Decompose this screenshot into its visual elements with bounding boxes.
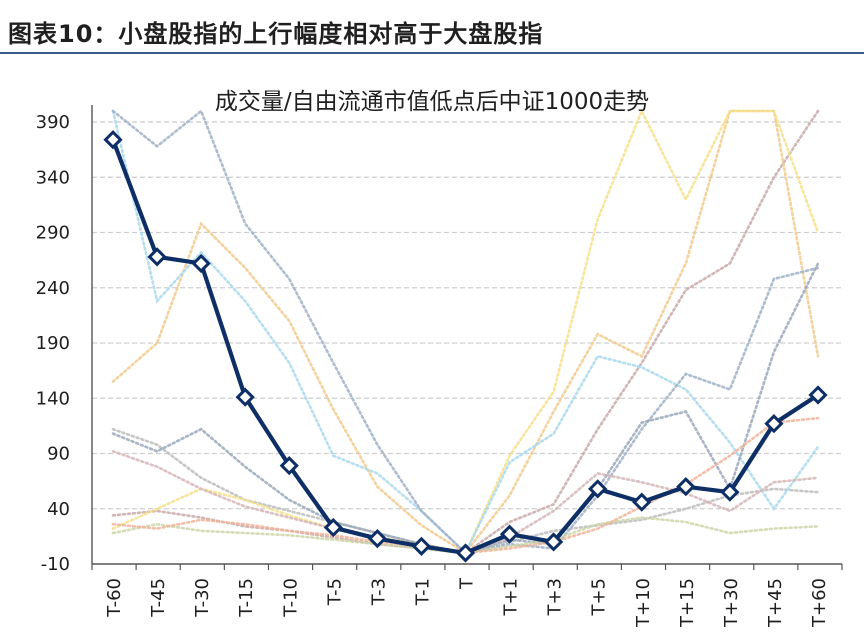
x-tick-label: T-1 (412, 578, 433, 606)
x-tick-label: T-5 (324, 578, 345, 606)
axes (91, 105, 843, 570)
line-chart: -10 40 90 140 190 240 290 340 390 T-60 T-45 T-30 T-1… (36, 89, 843, 628)
data-point-marker (103, 130, 123, 150)
header-rule (0, 52, 864, 54)
x-tick-label: T-60 (104, 578, 125, 618)
y-tick-label: 390 (36, 112, 70, 133)
x-tick-label: T-3 (368, 578, 389, 606)
main-series-group (103, 130, 828, 563)
y-tick-label: 240 (36, 278, 70, 299)
x-tick-label: T (457, 577, 478, 590)
data-point-marker (632, 492, 652, 512)
grid (92, 121, 842, 510)
x-tick-label: T-10 (280, 578, 301, 618)
data-point-marker (499, 524, 520, 544)
data-point-marker (588, 479, 608, 499)
y-tick-label: 140 (36, 388, 70, 409)
y-tick-label: 340 (36, 167, 70, 188)
x-tick-label: T+5 (589, 578, 610, 617)
x-tick-label: T-15 (236, 578, 257, 618)
data-point-marker (676, 477, 696, 497)
x-tick-label: T-30 (192, 578, 213, 618)
x-tick-label: T+60 (809, 578, 830, 628)
y-tick-label: 190 (36, 333, 70, 354)
main-series-line (111, 138, 820, 556)
x-tick-label: T+45 (765, 578, 786, 628)
x-tick-label: T+1 (501, 578, 522, 617)
x-tick-label: T+30 (721, 578, 742, 628)
data-point-marker (191, 253, 211, 274)
figure-title: 图表10：小盘股指的上行幅度相对高于大盘股指 (8, 14, 543, 49)
y-tick-label: -10 (41, 554, 70, 575)
data-point-marker (411, 536, 432, 556)
x-tick-label: T-45 (148, 578, 169, 618)
figure-label: 图表10： (8, 20, 119, 48)
x-tick-label: T+15 (677, 578, 698, 628)
figure-header: 图表10：小盘股指的上行幅度相对高于大盘股指 (0, 0, 864, 56)
y-tick-label: 90 (47, 444, 70, 465)
data-point-marker (323, 517, 343, 538)
x-tick-label: T+10 (633, 578, 654, 628)
y-tick-label: 40 (47, 499, 70, 520)
data-point-marker (147, 247, 167, 267)
data-point-marker (235, 387, 255, 407)
x-tick-label: T+3 (545, 578, 566, 617)
y-tick-label: 290 (36, 223, 70, 244)
background-series-line (111, 262, 820, 555)
data-point-marker (764, 414, 784, 434)
figure-caption: 小盘股指的上行幅度相对高于大盘股指 (118, 20, 544, 48)
data-point-marker (544, 532, 564, 552)
data-point-marker (279, 456, 299, 476)
chart-title: 成交量/自由流通市值低点后中证1000走势 (215, 89, 649, 115)
data-point-marker (808, 385, 828, 405)
data-point-marker (367, 528, 387, 549)
data-point-marker (455, 543, 476, 563)
tick-labels: -10 40 90 140 190 240 290 340 390 T-60 T-45 T-30 T-1… (36, 112, 830, 628)
data-point-marker (720, 482, 740, 502)
